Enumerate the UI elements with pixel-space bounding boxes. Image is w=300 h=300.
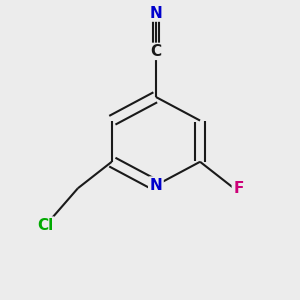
Text: Cl: Cl bbox=[37, 218, 54, 232]
Text: C: C bbox=[150, 44, 161, 59]
Text: N: N bbox=[149, 178, 162, 193]
Text: N: N bbox=[149, 6, 162, 21]
Text: F: F bbox=[233, 181, 244, 196]
